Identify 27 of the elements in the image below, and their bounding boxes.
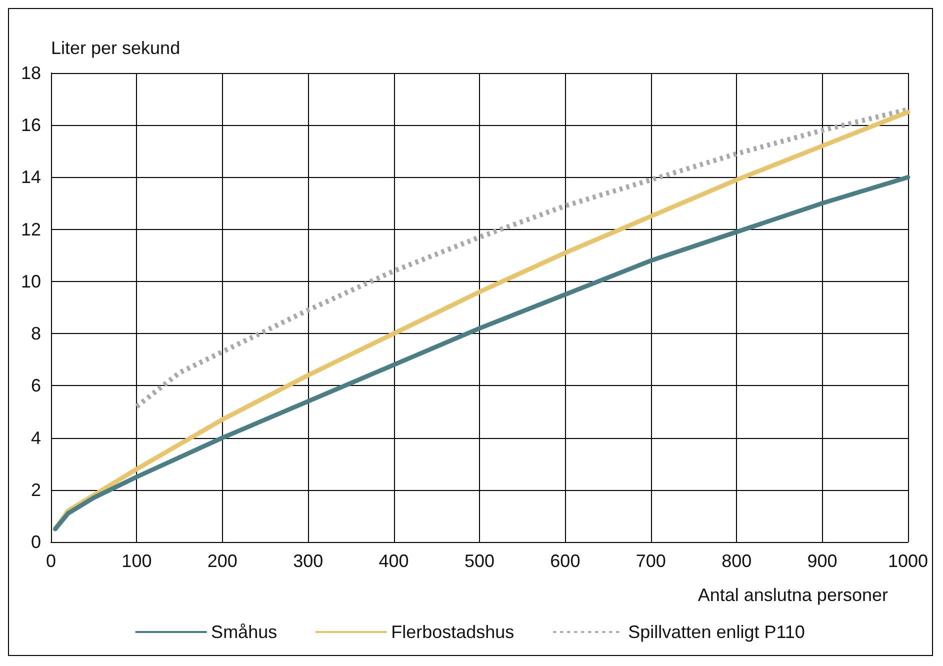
x-tick-label: 0	[46, 551, 56, 571]
y-tick-label: 4	[30, 428, 41, 448]
y-tick-label: 16	[20, 115, 41, 136]
x-tick-label: 200	[207, 551, 238, 571]
y-tick-label: 18	[20, 63, 41, 83]
x-tick-label: 300	[293, 551, 324, 571]
y-tick-label: 12	[20, 219, 41, 240]
y-tick-label: 0	[30, 532, 41, 552]
x-tick-label: 1000	[888, 551, 928, 571]
line-series	[53, 174, 910, 532]
x-axis-title: Antal anslutna personer	[698, 585, 888, 605]
y-tick-label: 8	[30, 324, 41, 344]
y-axis-title: Liter per sekund	[51, 38, 180, 58]
x-tick-label: 400	[378, 551, 409, 571]
x-tick-label: 500	[464, 551, 495, 571]
legend-label: Spillvatten enligt P110	[628, 622, 805, 642]
y-tick-label: 6	[30, 376, 41, 396]
x-tick-label: 600	[550, 551, 580, 571]
legend-label: Småhus	[211, 622, 278, 642]
x-tick-label: 800	[722, 551, 752, 571]
legend-label: Flerbostadshus	[391, 622, 514, 642]
x-tick-label: 100	[122, 551, 152, 571]
y-tick-label: 10	[20, 271, 41, 292]
x-tick-label: 900	[807, 551, 838, 571]
x-tick-label: 700	[636, 551, 666, 571]
y-tick-label: 14	[20, 167, 41, 188]
y-tick-label: 2	[30, 480, 41, 500]
